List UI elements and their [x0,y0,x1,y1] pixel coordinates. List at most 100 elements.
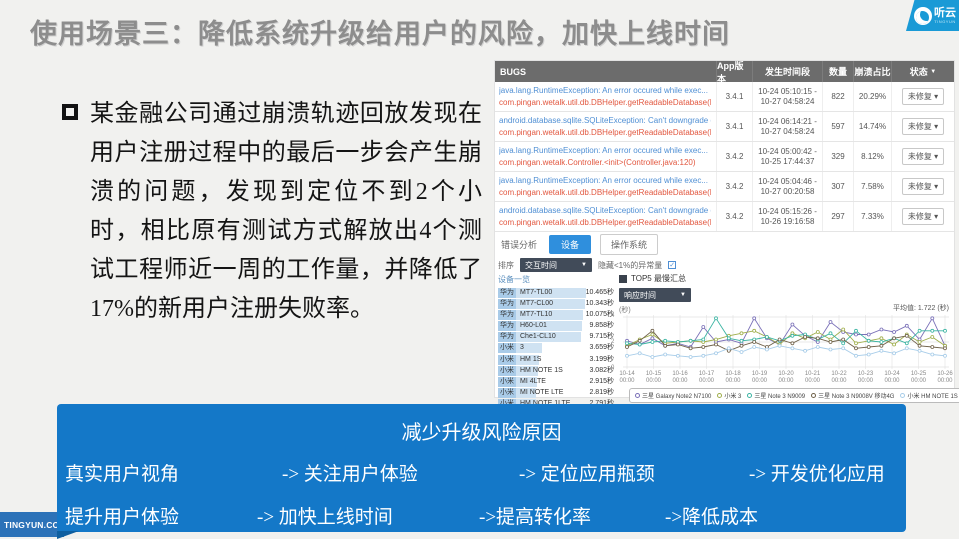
brand-chip: 小米 [498,387,516,398]
x-tick-label: 10-16 00:00 [672,371,688,384]
bug-table-row: java.lang.RuntimeException: An error occ… [495,172,954,202]
error-location-link[interactable]: com.pingan.wetalk.util.db.DBHelper.getRe… [499,187,711,197]
chart-zone: TOP5 最慢汇总 响应时间 ▼ (秒) 平均值: 1.722 (秒) 4 2 0… [611,273,959,403]
error-link[interactable]: android.database.sqlite.SQLiteException:… [499,115,711,125]
sort-dropdown[interactable]: 交互时间 ▼ [520,258,592,272]
error-location-link[interactable]: com.pingan.wetalk.util.db.DBHelper.getRe… [499,217,711,227]
logo-subname: TINGYUN [934,19,956,24]
device-row[interactable]: 小米 MI NOTE LTE 2.819秒 [498,387,614,399]
device-value: 10.343秒 [585,300,614,308]
bug-table-row: android.database.sqlite.SQLiteException:… [495,112,954,142]
device-row[interactable]: 华为 MT7-TL10 10.075秒 [498,310,614,321]
status-button[interactable]: 未修复 ▾ [901,88,945,105]
device-row[interactable]: 小米 3 3.659秒 [498,343,614,354]
device-value: 2.791秒 [589,399,614,409]
legend-label: 三星 Note 3 N9009 [754,394,806,400]
device-value: 3.199秒 [589,355,614,363]
error-link[interactable]: java.lang.RuntimeException: An error occ… [499,85,708,95]
device-bar [498,376,537,387]
time-range: 10-24 05:15:26 - 10-26 19:16:58 [752,202,822,231]
app-version: 3.4.2 [716,172,752,201]
chart-badge-icon [619,274,627,283]
device-row[interactable]: 小米 HM NOTE 1LTE 2.791秒 [498,398,614,410]
status-button[interactable]: 未修复 ▾ [901,178,945,195]
device-bar [498,299,586,310]
legend-item[interactable]: 小米 HM NOTE 1S [900,391,958,400]
app-version: 3.4.2 [716,142,752,171]
legend-label: 三星 Note 3 N9008V 移动4G [818,394,895,400]
status-button[interactable]: 未修复 ▾ [901,118,945,135]
x-tick-label: 10-25 00:00 [910,371,927,384]
summary-panel: 减少升级风险原因 真实用户视角 -> 关注用户体验 -> 定位应用瓶颈 -> 开发优化… [57,404,906,532]
tab-devices[interactable]: 设备 [549,234,592,254]
tab-os[interactable]: 操作系统 [600,233,659,255]
legend-label: 小米 3 [724,394,742,400]
device-row[interactable]: 小米 MI 4LTE 2.915秒 [498,376,614,388]
device-bar [498,354,539,365]
brand-chip: 小米 [498,343,516,354]
col-count: 数量 [822,61,853,82]
crash-count: 297 [822,202,853,231]
bug-table-row: java.lang.RuntimeException: An error occ… [495,82,954,112]
device-value: 10.075秒 [585,311,614,319]
hide-small-checkbox[interactable]: ✓ [668,261,677,269]
summary-item-1-1: -> 加快上线时间 [257,507,393,528]
error-location-link[interactable]: com.pingan.wetalk.Controller.<init>(Cont… [499,157,696,167]
status-button[interactable]: 未修复 ▾ [901,148,945,165]
logo-name: 听云 [934,7,956,19]
bug-table-row: android.database.sqlite.SQLiteException:… [495,202,954,232]
device-row[interactable]: 小米 HM 1S 3.199秒 [498,354,614,366]
summary-item-1-3: ->降低成本 [665,507,759,528]
error-link[interactable]: java.lang.RuntimeException: An error occ… [499,175,708,185]
col-bugs: BUGS [500,66,527,77]
error-location-link[interactable]: com.pingan.wetalk.util.db.DBHelper.getRe… [499,97,711,107]
device-model: MT7-TL10 [520,311,553,319]
device-row[interactable]: 华为 MT7-TL00 10.465秒 [498,288,614,299]
status-button[interactable]: 未修复 ▾ [901,208,945,225]
legend-item[interactable]: 小米 3 [717,391,741,400]
summary-item-1-2: ->提高转化率 [479,507,592,528]
legend-item[interactable]: 三星 Note 3 N9008V 移动4G [811,391,894,400]
dashboard-screenshot: BUGS App版本 发生时间段 数量 崩溃占比 状态 ▼ java.lang.… [494,60,959,409]
summary-item-0-0: 真实用户视角 [65,464,180,485]
bug-table-row: java.lang.RuntimeException: An error occ… [495,142,954,172]
device-row[interactable]: 小米 HM NOTE 1S 3.082秒 [498,365,614,377]
chevron-down-icon: ▼ [680,292,686,298]
error-location-link[interactable]: com.pingan.wetalk.util.db.DBHelper.getRe… [499,127,711,137]
x-tick-label: 10-26 00:00 [937,371,953,384]
device-row[interactable]: 华为 Che1-CL10 9.715秒 [498,332,614,343]
x-axis-labels: 10-14 00:00 10-15 00:00 10-16 00:00 10-17 00:00… [619,371,952,385]
legend-item[interactable]: 三星 Note 3 N9009 [747,391,805,400]
device-model: HM NOTE 1S [520,366,563,374]
metric-dropdown[interactable]: 响应时间 ▼ [619,288,691,302]
crash-count: 329 [822,142,853,171]
tab-error-analysis[interactable]: 错误分析 [501,239,538,250]
device-model: HM 1S [520,355,542,363]
col-status[interactable]: 状态 ▼ [891,61,954,82]
crash-percent: 7.58% [853,172,891,201]
legend-item[interactable]: 三星 Galaxy Note2 N7100 [635,391,711,400]
device-value: 3.082秒 [589,366,614,374]
error-link[interactable]: android.database.sqlite.SQLiteException:… [499,205,711,215]
x-tick-label: 10-23 00:00 [857,371,874,384]
crash-percent: 14.74% [853,112,891,141]
device-value: 3.659秒 [589,344,614,352]
summary-item-0-3: -> 开发优化应用 [749,464,885,485]
legend-label: 小米 HM NOTE 1S [907,394,958,400]
crash-percent: 7.33% [853,202,891,231]
bullet-square-icon [62,104,78,120]
crash-count: 822 [822,82,853,111]
bug-table-header: BUGS App版本 发生时间段 数量 崩溃占比 状态 ▼ [495,61,954,84]
x-tick-label: 10-20 00:00 [778,371,794,384]
device-row[interactable]: 华为 H60-L01 9.858秒 [498,321,614,332]
device-row[interactable]: 华为 MT7-CL00 10.343秒 [498,299,614,310]
legend-marker-icon [635,393,640,398]
crash-count: 307 [822,172,853,201]
error-link[interactable]: java.lang.RuntimeException: An error occ… [499,145,708,155]
device-value: 2.915秒 [589,377,614,385]
crash-count: 597 [822,112,853,141]
x-tick-label: 10-14 00:00 [619,371,635,384]
chart-title: TOP5 最慢汇总 [631,274,686,283]
device-model: 3 [520,344,524,352]
